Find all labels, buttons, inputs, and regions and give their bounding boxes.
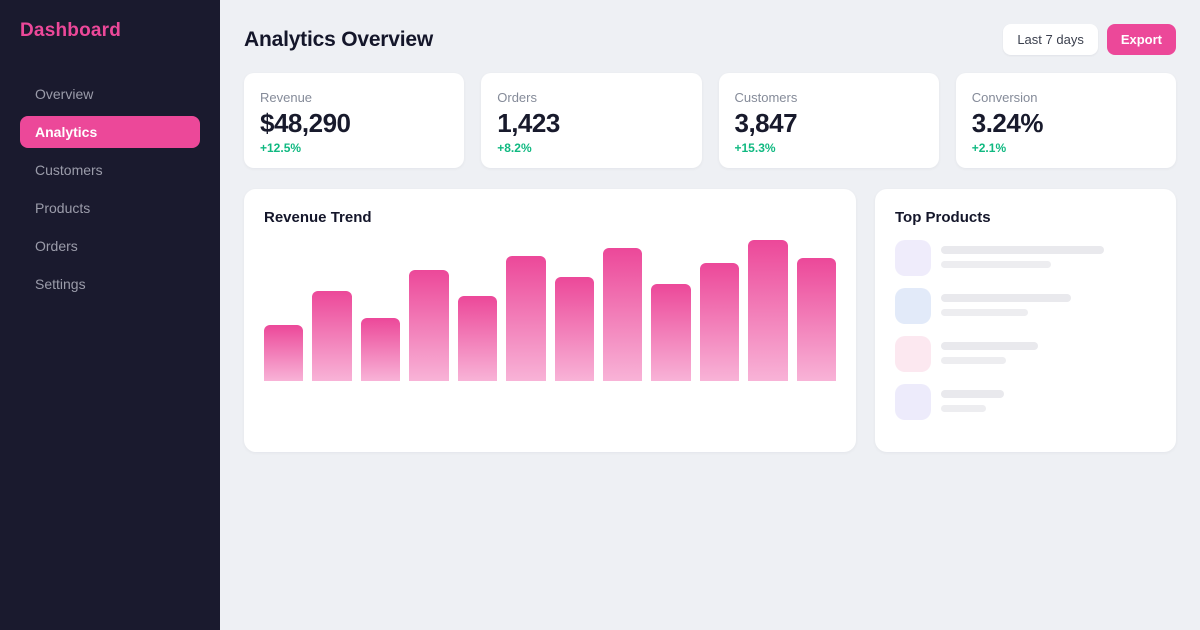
stat-card-customers: Customers 3,847 +15.3% — [718, 73, 939, 168]
top-products-list — [895, 240, 1156, 420]
stat-card-conversion: Conversion 3.24% +2.1% — [955, 73, 1176, 168]
revenue-trend-title: Revenue Trend — [264, 209, 372, 226]
product-thumbnail-placeholder — [895, 384, 931, 420]
skeleton-line-primary — [941, 294, 1071, 302]
product-text-placeholder — [941, 288, 1071, 323]
product-skeleton-row-4 — [895, 384, 1156, 420]
stat-label: Orders — [497, 90, 537, 105]
skeleton-line-secondary — [941, 405, 986, 412]
revenue-bar-9 — [651, 283, 691, 381]
revenue-bar-1 — [264, 324, 304, 381]
sidebar-nav: Overview Analytics Customers Products Orders… — [20, 78, 200, 300]
product-skeleton-row-3 — [895, 336, 1156, 372]
product-thumbnail-placeholder — [895, 336, 931, 372]
revenue-bar-6 — [506, 255, 546, 381]
revenue-bar-12 — [796, 258, 837, 381]
sidebar-item-analytics[interactable]: Analytics — [20, 116, 200, 148]
page-header: Analytics Overview Last 7 days Export — [244, 24, 1176, 55]
product-text-placeholder — [941, 336, 1038, 371]
sidebar-item-settings[interactable]: Settings — [35, 276, 86, 292]
revenue-bar-4 — [409, 269, 449, 381]
skeleton-line-primary — [941, 246, 1104, 254]
stat-change: +12.5% — [260, 141, 302, 155]
stat-label: Conversion — [971, 90, 1038, 105]
page-title: Analytics Overview — [244, 27, 433, 51]
revenue-bar-7 — [554, 276, 594, 381]
skeleton-line-primary — [941, 390, 1004, 398]
skeleton-line-secondary — [941, 309, 1028, 316]
stat-value: 3.24% — [971, 108, 1044, 138]
sidebar-item-overview[interactable]: Overview — [35, 86, 94, 102]
stat-change: +8.2% — [497, 141, 532, 155]
sidebar-item-customers[interactable]: Customers — [35, 162, 103, 178]
stats-row: Revenue $48,290 +12.5% Orders 1,423 +8.2% Cust… — [244, 73, 1176, 168]
stat-card-revenue: Revenue $48,290 +12.5% — [244, 73, 465, 168]
stat-label: Customers — [734, 90, 798, 105]
skeleton-line-secondary — [941, 357, 1006, 364]
revenue-bar-5 — [457, 296, 498, 381]
stat-change: +15.3% — [734, 141, 776, 155]
stat-change: +2.1% — [971, 141, 1007, 155]
brand-logo: Dashboard — [20, 20, 122, 41]
stat-card-orders: Orders 1,423 +8.2% — [481, 73, 702, 168]
skeleton-line-secondary — [941, 261, 1051, 268]
revenue-bar-11 — [748, 240, 788, 381]
date-range-button[interactable]: Last 7 days — [1003, 24, 1098, 55]
revenue-trend-panel: Revenue Trend — [244, 189, 856, 452]
product-skeleton-row-2 — [895, 288, 1156, 324]
sidebar: Dashboard Overview Analytics Customers Prod… — [0, 0, 220, 630]
product-text-placeholder — [941, 384, 1004, 419]
sidebar-item-products[interactable]: Products — [35, 200, 91, 216]
main-content: Analytics Overview Last 7 days Export Re… — [220, 0, 1200, 630]
product-thumbnail-placeholder — [895, 240, 931, 276]
top-products-panel: Top Products — [875, 189, 1176, 452]
charts-row: Revenue Trend Top Products — [244, 189, 1176, 452]
sidebar-item-orders[interactable]: Orders — [35, 238, 78, 254]
top-products-title: Top Products — [895, 209, 991, 226]
revenue-trend-chart — [264, 240, 837, 381]
revenue-bar-8 — [602, 248, 643, 381]
product-text-placeholder — [941, 240, 1104, 275]
product-thumbnail-placeholder — [895, 288, 931, 324]
revenue-bar-2 — [312, 290, 352, 381]
revenue-bar-10 — [699, 262, 740, 381]
stat-value: 3,847 — [734, 108, 798, 138]
header-actions: Last 7 days Export — [1003, 24, 1176, 55]
export-button[interactable]: Export — [1106, 24, 1176, 55]
stat-value: $48,290 — [260, 108, 351, 138]
stat-value: 1,423 — [497, 108, 560, 138]
revenue-bar-3 — [360, 317, 401, 381]
skeleton-line-primary — [941, 342, 1038, 350]
stat-label: Revenue — [260, 90, 313, 105]
product-skeleton-row-1 — [895, 240, 1156, 276]
